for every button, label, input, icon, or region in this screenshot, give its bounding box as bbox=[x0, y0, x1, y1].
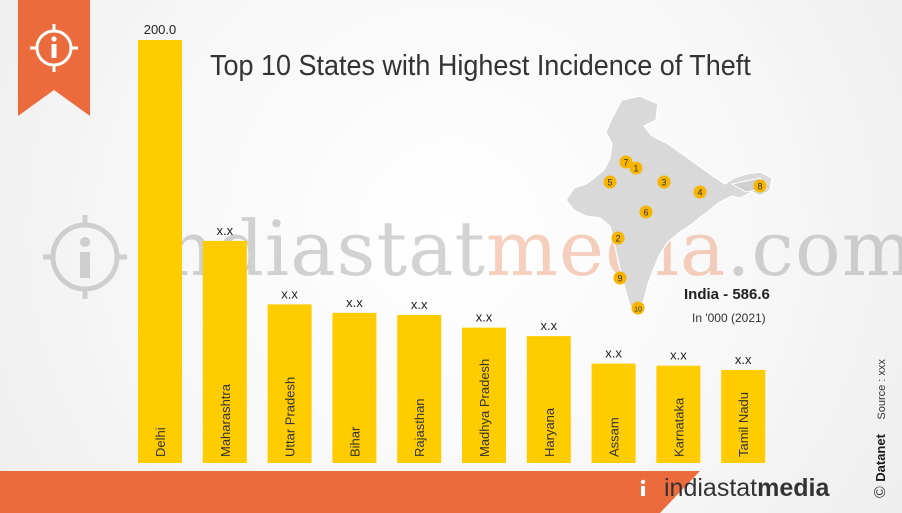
data-label: 200.0 bbox=[144, 22, 177, 37]
bar-tamil-nadu bbox=[721, 369, 766, 463]
map-marker-label: 9 bbox=[617, 274, 622, 284]
india-total: India - 586.6 bbox=[684, 286, 770, 303]
datanet-brand: Datanet bbox=[873, 434, 888, 482]
map-marker-label: 6 bbox=[643, 208, 648, 218]
footer-bar bbox=[0, 471, 700, 513]
category-label: Assam bbox=[607, 417, 622, 457]
source-note: Source : xxx bbox=[876, 359, 888, 420]
data-label: x.x bbox=[216, 223, 233, 238]
india-map-shape bbox=[565, 95, 773, 313]
map-marker-label: 2 bbox=[615, 234, 620, 244]
category-label: Karnataka bbox=[671, 397, 686, 457]
map-marker bbox=[753, 179, 767, 193]
map-marker bbox=[603, 175, 617, 189]
map-marker-label: 7 bbox=[623, 158, 628, 168]
unit-note: In '000 (2021) bbox=[692, 311, 766, 325]
map-marker-label: 1 bbox=[633, 164, 638, 174]
copyright-symbol: © bbox=[872, 486, 889, 498]
map-marker bbox=[639, 205, 653, 219]
map-marker-label: 4 bbox=[697, 188, 702, 198]
data-label: x.x bbox=[670, 348, 687, 363]
category-label: Uttar Pradesh bbox=[283, 377, 298, 457]
bar-madhya-pradesh bbox=[462, 327, 506, 463]
bar-maharashtra bbox=[202, 240, 247, 463]
map-markers: 71 5 3 4 8 6 2 9 10 bbox=[603, 155, 767, 315]
category-label: Maharashtra bbox=[218, 383, 233, 457]
side-credit: © Datanet Source : xxx bbox=[872, 359, 890, 498]
map-marker-label: 8 bbox=[757, 182, 762, 192]
category-label: Rajasthan bbox=[412, 398, 427, 457]
category-label: Tamil Nadu bbox=[736, 392, 751, 457]
data-label: x.x bbox=[476, 310, 493, 325]
info-badge bbox=[18, 0, 90, 116]
map-marker bbox=[657, 175, 671, 189]
bar-bihar bbox=[332, 312, 377, 463]
map-marker-label: 10 bbox=[634, 307, 642, 314]
map-marker bbox=[629, 161, 643, 175]
footer-info-icon bbox=[630, 475, 656, 501]
category-label: Delhi bbox=[153, 427, 168, 457]
data-label: x.x bbox=[346, 295, 363, 310]
data-label: x.x bbox=[411, 297, 428, 312]
data-label: x.x bbox=[281, 286, 298, 301]
info-icon bbox=[30, 24, 78, 72]
bar-rajasthan bbox=[397, 314, 442, 463]
map-marker bbox=[619, 155, 633, 169]
bar-delhi bbox=[138, 40, 182, 463]
category-label: Haryana bbox=[542, 407, 557, 457]
bar-haryana bbox=[526, 336, 571, 463]
watermark-info-icon bbox=[43, 215, 127, 299]
map-marker bbox=[693, 185, 707, 199]
data-label: x.x bbox=[540, 318, 557, 333]
category-label: Madhya Pradesh bbox=[477, 359, 492, 457]
india-map: 71 5 3 4 8 6 2 9 10 bbox=[565, 95, 773, 315]
map-marker-label: 5 bbox=[607, 178, 612, 188]
bar-uttar-pradesh bbox=[267, 304, 312, 463]
map-marker-label: 3 bbox=[661, 178, 666, 188]
footer-logo-text: indiastatmedia bbox=[664, 473, 830, 502]
bar-assam bbox=[591, 363, 636, 463]
footer-logo: indiastatmedia bbox=[628, 472, 829, 504]
chart-title: Top 10 States with Highest Incidence of … bbox=[210, 50, 751, 82]
map-marker bbox=[631, 301, 645, 315]
category-label: Bihar bbox=[347, 426, 362, 457]
map-marker bbox=[611, 231, 625, 245]
map-marker bbox=[613, 271, 627, 285]
data-label: x.x bbox=[605, 346, 622, 361]
bar-karnataka bbox=[656, 365, 701, 463]
data-label: x.x bbox=[735, 352, 752, 367]
